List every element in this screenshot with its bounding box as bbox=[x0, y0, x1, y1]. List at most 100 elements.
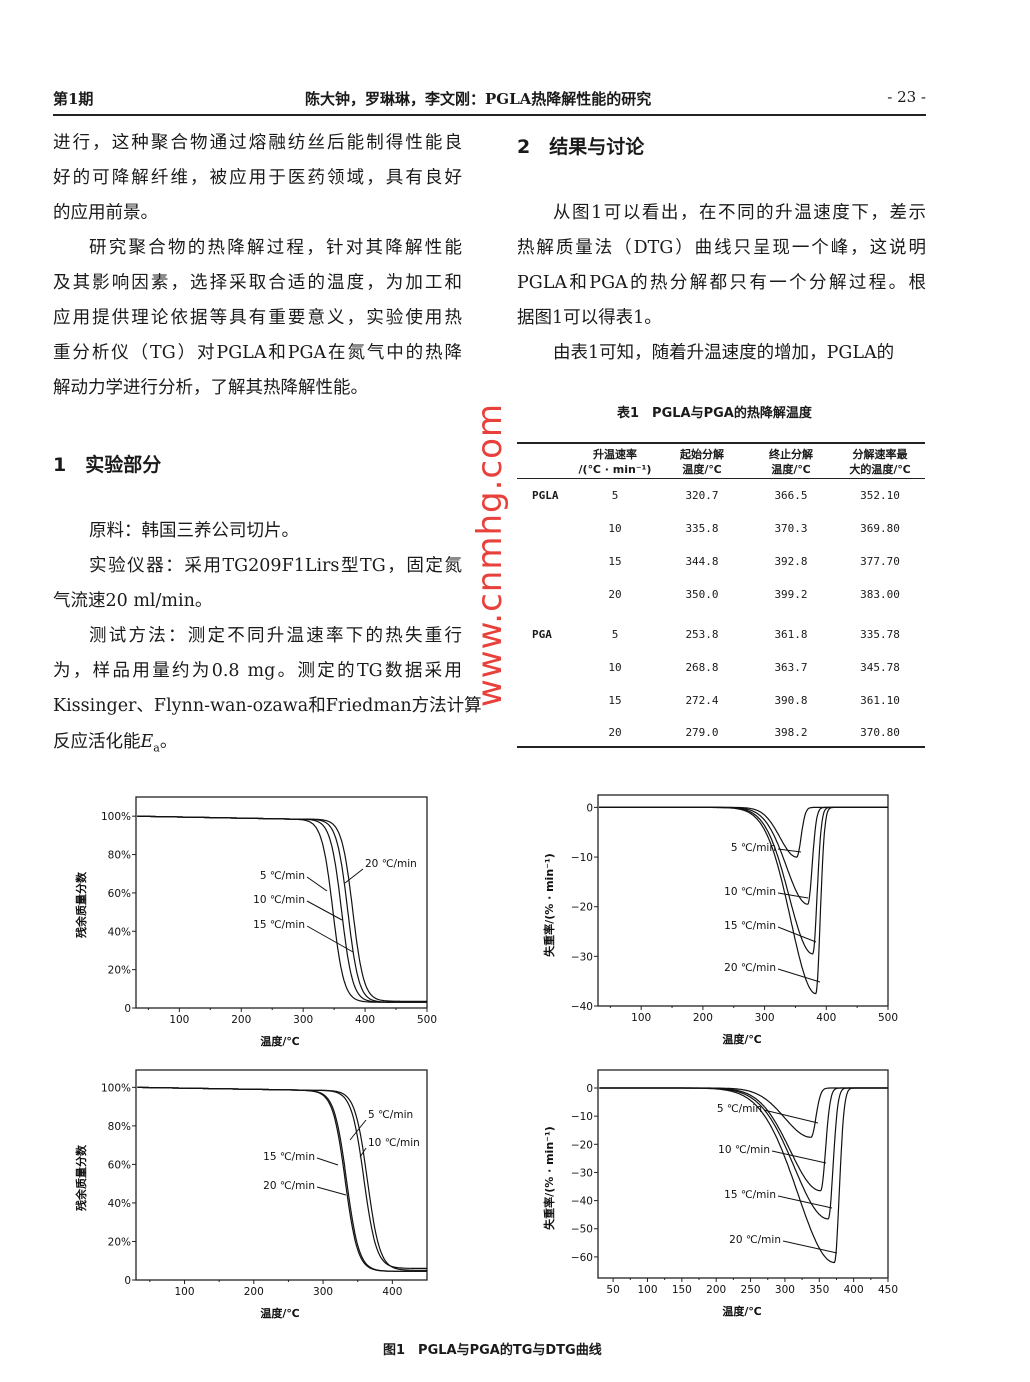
x-tick-label: 350 bbox=[809, 1284, 829, 1296]
text-line: 反应活化能Ea。 bbox=[53, 731, 462, 760]
figure-caption: 图1 PGLA与PGA的TG与DTG曲线 bbox=[383, 1343, 602, 1358]
series-label: 20 ℃/min bbox=[724, 962, 776, 974]
annotation-leader bbox=[777, 892, 809, 899]
table-bottom-rule bbox=[517, 746, 925, 748]
series-label: 5 ℃/min bbox=[717, 1103, 762, 1115]
x-tick-label: 300 bbox=[313, 1286, 333, 1298]
header-text: /(℃ · min⁻¹) bbox=[578, 463, 652, 476]
y-tick-label: 100% bbox=[101, 1082, 131, 1094]
x-tick-label: 450 bbox=[878, 1284, 898, 1296]
table-cell: 10 bbox=[608, 661, 622, 674]
table-cell: 369.80 bbox=[860, 522, 900, 535]
text-line: 应用提供理论依据等具有重要意义，实验使用热 bbox=[53, 308, 462, 328]
y-axis-label: 失重率/(% · min⁻¹) bbox=[542, 1126, 556, 1230]
annotation-leader bbox=[349, 1119, 367, 1141]
y-tick-label: 40% bbox=[108, 1198, 131, 1210]
x-tick-label: 250 bbox=[741, 1284, 761, 1296]
text-line: 研究聚合物的热降解过程，针对其降解性能 bbox=[89, 238, 462, 258]
column-header: 升温速率 /(℃ · min⁻¹) bbox=[565, 447, 665, 477]
y-tick-label: 0 bbox=[124, 1275, 131, 1287]
text-line: PGLA和PGA的热分解都只有一个分解过程。根 bbox=[517, 273, 926, 293]
table-cell: 398.2 bbox=[774, 726, 808, 739]
table-cell: 253.8 bbox=[685, 628, 719, 641]
table-cell: 344.8 bbox=[685, 555, 719, 568]
series-label: 10 ℃/min bbox=[253, 894, 305, 906]
y-tick-label: 0 bbox=[586, 802, 593, 814]
table-cell: 335.8 bbox=[685, 522, 719, 535]
x-axis-label: 温度/℃ bbox=[260, 1034, 299, 1048]
text-span: 反应活化能 bbox=[53, 732, 141, 752]
header-text: 大的温度/℃ bbox=[849, 463, 911, 476]
y-axis-label: 失重率/(% · min⁻¹) bbox=[542, 853, 556, 957]
y-tick-label: 0 bbox=[586, 1083, 593, 1095]
series-label: 5 ℃/min bbox=[260, 870, 305, 882]
text-line: 测试方法：测定不同升温速率下的热失重行 bbox=[89, 626, 462, 646]
text-line: 气流速20 ml/min。 bbox=[53, 591, 213, 611]
dtg-pgla-chart: 100 200 300 400 500 0 −10 −20 −30 −40 温度/℃ 失重率/(% ·… bbox=[542, 794, 898, 1046]
table-title: 表1 PGLA与PGA的热降解温度 bbox=[617, 406, 812, 421]
table-cell: 392.8 bbox=[774, 555, 808, 568]
section-heading-2: 2 结果与讨论 bbox=[517, 136, 645, 158]
table-cell: 377.70 bbox=[860, 555, 900, 568]
series-line-1 bbox=[137, 815, 427, 1003]
header-rule bbox=[53, 114, 926, 116]
annotation-leader bbox=[316, 1186, 347, 1196]
table-cell: 399.2 bbox=[774, 588, 808, 601]
column-header: 终止分解 温度/℃ bbox=[741, 447, 841, 477]
column-header: 起始分解 温度/℃ bbox=[652, 447, 752, 477]
text-line: 由表1可知，随着升温速度的增加，PGLA的 bbox=[553, 343, 895, 363]
y-tick-label: −50 bbox=[571, 1224, 593, 1236]
x-tick-label: 500 bbox=[878, 1012, 898, 1024]
table-cell: 272.4 bbox=[685, 694, 719, 707]
y-tick-label: 80% bbox=[108, 850, 131, 862]
table-cell: 370.80 bbox=[860, 726, 900, 739]
x-tick-label: 300 bbox=[775, 1284, 795, 1296]
header-text: 起始分解 bbox=[680, 448, 724, 461]
y-tick-label: −30 bbox=[571, 1167, 593, 1179]
x-tick-label: 300 bbox=[755, 1012, 775, 1024]
x-tick-label: 400 bbox=[355, 1014, 375, 1026]
series-label: 10 ℃/min bbox=[368, 1137, 420, 1149]
text-line: 的应用前景。 bbox=[53, 203, 158, 223]
running-title: 陈大钟，罗琳琳，李文刚：PGLA热降解性能的研究 bbox=[305, 90, 652, 108]
text-line: 进行，这种聚合物通过熔融纺丝后能制得性能良 bbox=[53, 133, 462, 153]
annotation-leader bbox=[306, 876, 328, 892]
x-tick-label: 150 bbox=[672, 1284, 692, 1296]
series-line-3 bbox=[137, 1086, 427, 1272]
x-tick-label: 100 bbox=[631, 1012, 651, 1024]
annotation-leader bbox=[782, 1240, 838, 1254]
page-number: - 23 - bbox=[887, 88, 926, 106]
series-line-3 bbox=[137, 815, 427, 1002]
table-cell: 363.7 bbox=[774, 661, 808, 674]
y-tick-label: 100% bbox=[101, 811, 131, 823]
table-cell: 268.8 bbox=[685, 661, 719, 674]
series-label: 15 ℃/min bbox=[263, 1151, 315, 1163]
x-tick-label: 400 bbox=[816, 1012, 836, 1024]
table-cell: 350.0 bbox=[685, 588, 719, 601]
annotation-leader bbox=[344, 868, 364, 884]
y-tick-label: −10 bbox=[571, 1111, 593, 1123]
series-label: 20 ℃/min bbox=[729, 1234, 781, 1246]
plot-frame bbox=[597, 794, 889, 1007]
text-line: Kissinger、Flynn-wan-ozawa和Friedman方法计算 bbox=[53, 696, 482, 716]
table-cell: 335.78 bbox=[860, 628, 900, 641]
table-cell: 20 bbox=[608, 726, 622, 739]
ea-subscript: a bbox=[153, 741, 160, 755]
plot-frame bbox=[135, 796, 428, 1009]
y-tick-label: 80% bbox=[108, 1121, 131, 1133]
series-label: 10 ℃/min bbox=[718, 1144, 770, 1156]
header-text: 升温速率 bbox=[593, 448, 637, 461]
y-tick-label: 0 bbox=[124, 1003, 131, 1015]
table-cell: PGA bbox=[532, 628, 552, 641]
text-line: 从图1可以看出，在不同的升温速度下，差示 bbox=[553, 203, 926, 223]
x-tick-label: 100 bbox=[637, 1284, 657, 1296]
text-line: 重分析仪（TG）对PGLA和PGA在氮气中的热降 bbox=[53, 343, 462, 363]
text-line: 热解质量法（DTG）曲线只呈现一个峰，这说明 bbox=[517, 238, 926, 258]
y-tick-label: −40 bbox=[571, 1001, 593, 1013]
header-text: 分解速率最 bbox=[852, 448, 908, 461]
annotation-leader bbox=[306, 900, 343, 921]
column-header: 分解速率最大的温度/℃ bbox=[830, 447, 930, 477]
x-tick-label: 400 bbox=[382, 1286, 402, 1298]
annotation-leader bbox=[777, 1195, 833, 1209]
y-tick-label: −30 bbox=[571, 951, 593, 963]
